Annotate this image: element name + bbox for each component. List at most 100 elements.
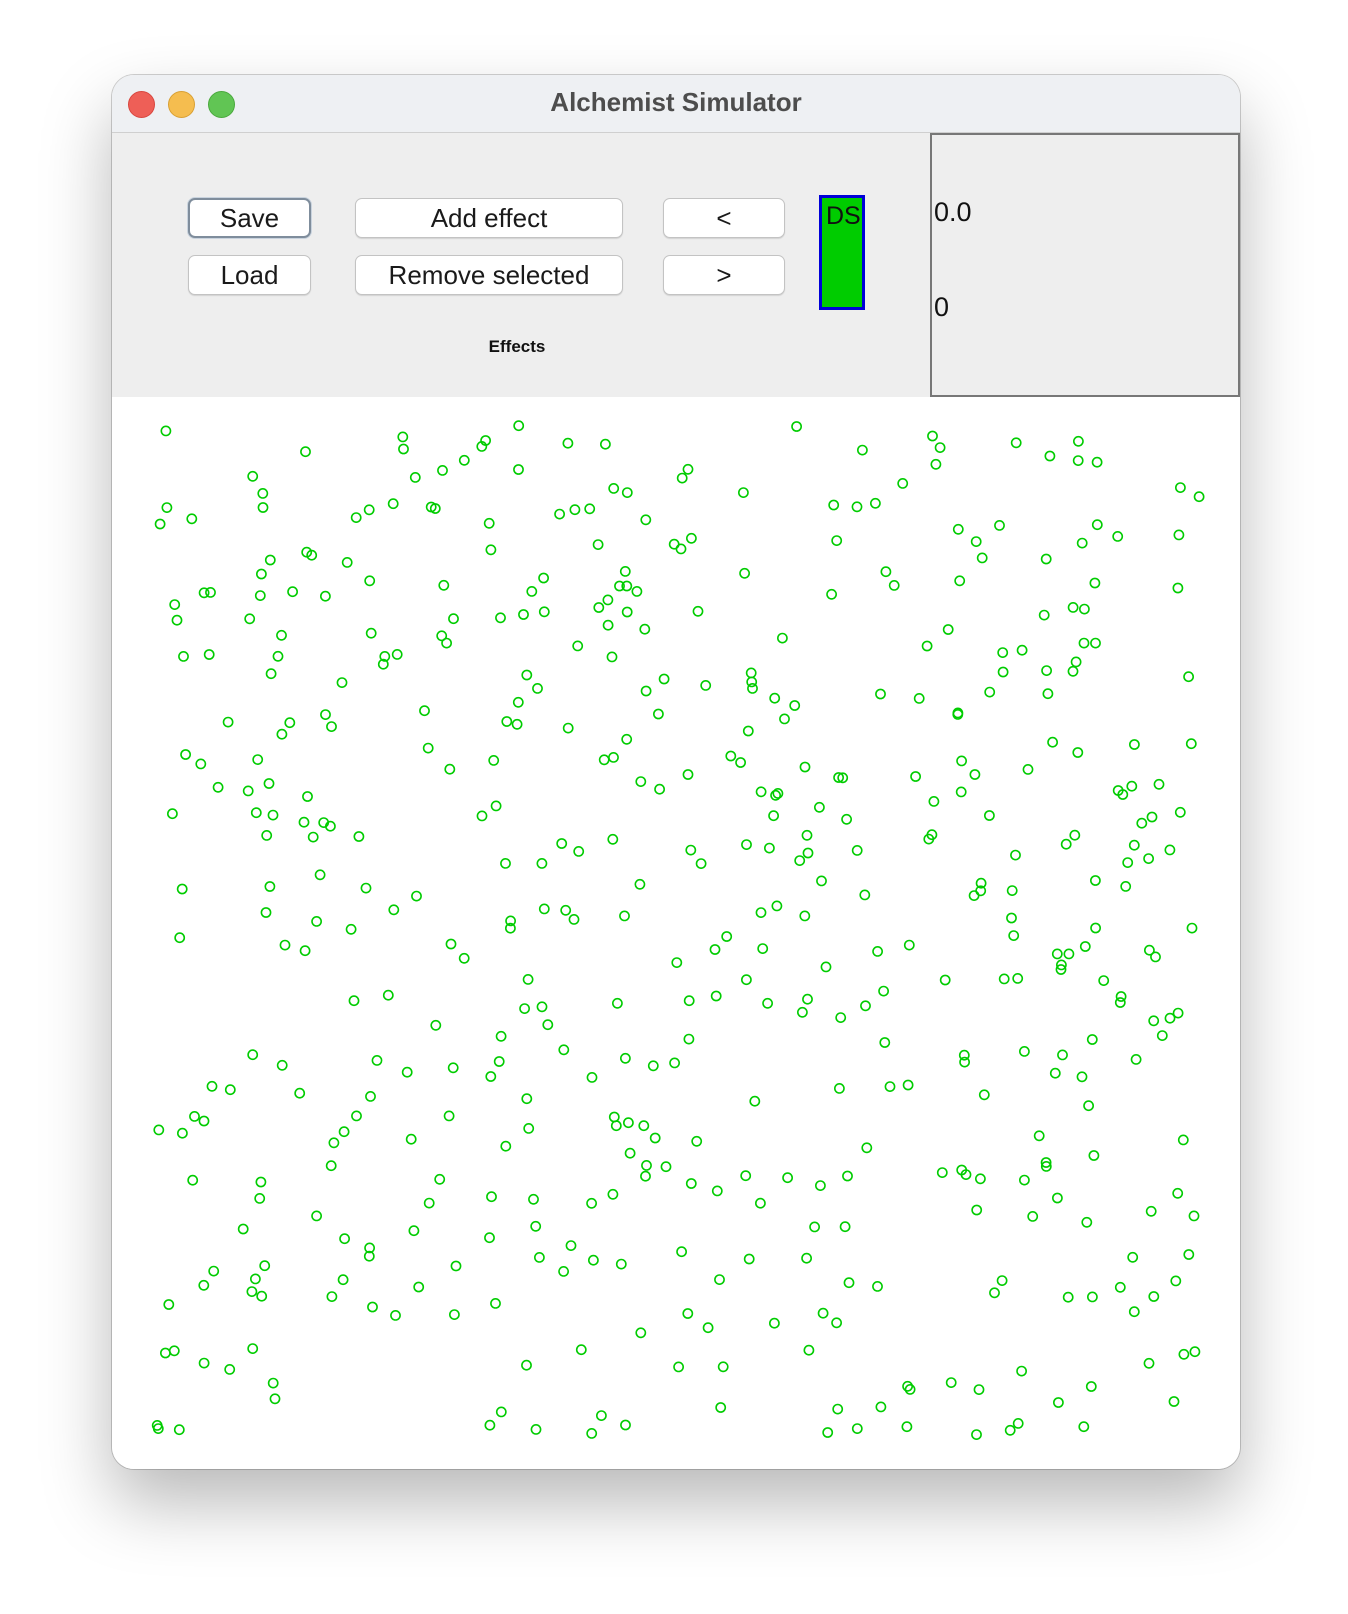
particle [255, 568, 267, 580]
particle [536, 857, 548, 869]
particle [683, 995, 695, 1007]
previous-button[interactable]: < [663, 198, 785, 238]
particle [809, 1221, 820, 1233]
particle [1019, 1174, 1030, 1186]
particle [1078, 1421, 1090, 1433]
particle [902, 1079, 914, 1091]
particle [556, 838, 568, 849]
particle [348, 995, 360, 1007]
particle [168, 1345, 180, 1357]
particle [242, 785, 254, 797]
particle [602, 594, 614, 606]
particle [619, 910, 630, 922]
particle [742, 725, 754, 737]
minimize-window-button[interactable] [168, 91, 195, 118]
particle [1019, 1046, 1030, 1057]
particle [443, 1110, 455, 1122]
particle [425, 501, 437, 513]
ds-indicator[interactable]: DS [819, 195, 865, 310]
particle [363, 1250, 375, 1262]
particle [1076, 1071, 1088, 1083]
particle [167, 808, 178, 820]
particle [287, 586, 298, 598]
particle [1128, 839, 1140, 851]
particle [1057, 1049, 1068, 1061]
particle [350, 512, 362, 523]
particle [224, 1084, 236, 1096]
particle [1047, 736, 1058, 748]
particle [1148, 1291, 1160, 1302]
particle [500, 1140, 512, 1152]
particle [649, 1132, 661, 1144]
particle [715, 1402, 727, 1413]
particle [956, 755, 967, 767]
particle [822, 1427, 834, 1438]
particle [484, 1419, 496, 1431]
particle [1041, 665, 1052, 676]
particle [276, 728, 288, 740]
simulation-canvas[interactable] [112, 397, 1240, 1469]
particle [476, 810, 488, 822]
particle [203, 649, 215, 660]
particle [1090, 637, 1101, 649]
particle [593, 602, 605, 613]
add-effect-button[interactable]: Add effect [355, 198, 623, 238]
particle [276, 629, 287, 641]
zoom-window-button[interactable] [208, 91, 235, 118]
particle [1146, 811, 1158, 823]
particle [673, 1361, 684, 1373]
particle [302, 791, 313, 802]
particle [458, 952, 470, 964]
particle [398, 443, 409, 455]
particle [623, 1117, 634, 1129]
particle [880, 566, 892, 578]
particle [1172, 1007, 1184, 1019]
remove-selected-button[interactable]: Remove selected [355, 255, 623, 295]
particle [635, 1327, 647, 1339]
particle [382, 989, 394, 1001]
particle [669, 1057, 680, 1069]
particle [505, 915, 516, 927]
particle [801, 829, 813, 841]
particle [620, 1052, 631, 1064]
load-button[interactable]: Load [188, 255, 311, 295]
particle [621, 606, 633, 618]
particle [1098, 975, 1110, 986]
next-button[interactable]: > [663, 255, 785, 295]
close-window-button[interactable] [128, 91, 155, 118]
particle [741, 839, 752, 850]
particle [423, 1197, 435, 1209]
particle [180, 749, 191, 760]
particle [835, 1012, 847, 1023]
particle [1083, 1100, 1094, 1112]
particle [257, 502, 269, 513]
particle [586, 1428, 598, 1439]
particle [598, 754, 610, 766]
particle [1185, 738, 1197, 750]
save-button[interactable]: Save [188, 198, 311, 238]
particle [208, 1265, 220, 1277]
particle [888, 579, 900, 591]
particle [279, 939, 291, 951]
particle [1079, 941, 1091, 952]
particle [1081, 1216, 1093, 1228]
particle [851, 844, 863, 856]
particle [794, 855, 806, 866]
particle [160, 1347, 171, 1359]
particle [685, 1178, 697, 1189]
particle [250, 807, 262, 819]
particle [755, 907, 767, 918]
particle [901, 1421, 913, 1433]
particle [364, 1242, 375, 1254]
particle [634, 878, 646, 890]
particle [799, 910, 811, 922]
particle [910, 771, 921, 782]
particle [802, 993, 813, 1005]
particle [1112, 530, 1124, 542]
particle [480, 435, 491, 446]
particle [1091, 456, 1103, 468]
particle [434, 1173, 446, 1185]
particle [263, 778, 275, 789]
particle [1117, 789, 1129, 800]
particle [928, 795, 940, 807]
